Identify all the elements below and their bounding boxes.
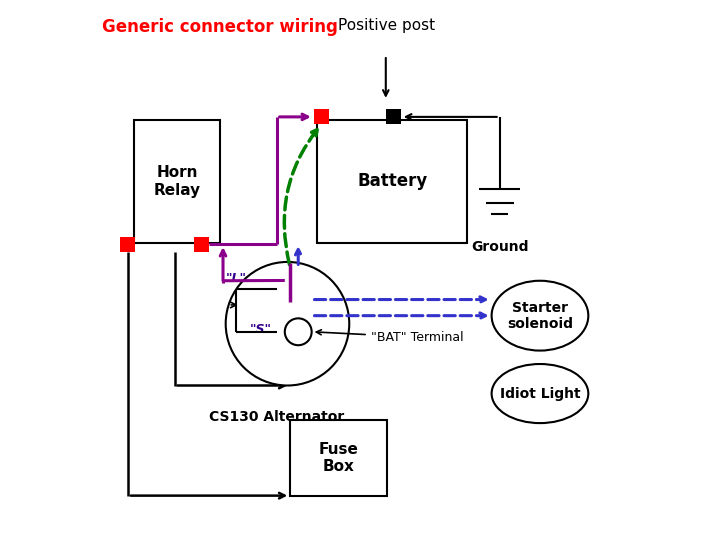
Text: CS130 Alternator: CS130 Alternator: [209, 410, 344, 424]
Text: "BAT" Terminal: "BAT" Terminal: [316, 330, 464, 343]
Ellipse shape: [492, 281, 588, 350]
Bar: [290, 421, 387, 496]
Text: "S": "S": [250, 322, 271, 335]
Text: Fuse
Box: Fuse Box: [318, 442, 359, 474]
Bar: [120, 237, 135, 252]
Bar: [135, 119, 220, 243]
Ellipse shape: [492, 364, 588, 423]
Text: Battery: Battery: [357, 172, 428, 191]
Text: Idiot Light: Idiot Light: [500, 387, 580, 401]
Text: Generic connector wiring: Generic connector wiring: [102, 17, 338, 36]
Text: Positive post: Positive post: [338, 17, 436, 32]
Text: "L": "L": [226, 272, 247, 285]
Bar: [386, 110, 401, 124]
Bar: [317, 119, 467, 243]
Circle shape: [285, 319, 312, 345]
Text: Horn
Relay: Horn Relay: [154, 165, 201, 198]
Circle shape: [225, 262, 349, 386]
Text: Starter
solenoid: Starter solenoid: [507, 301, 573, 331]
Text: Ground: Ground: [471, 240, 528, 254]
Bar: [314, 110, 329, 124]
Bar: [194, 237, 209, 252]
